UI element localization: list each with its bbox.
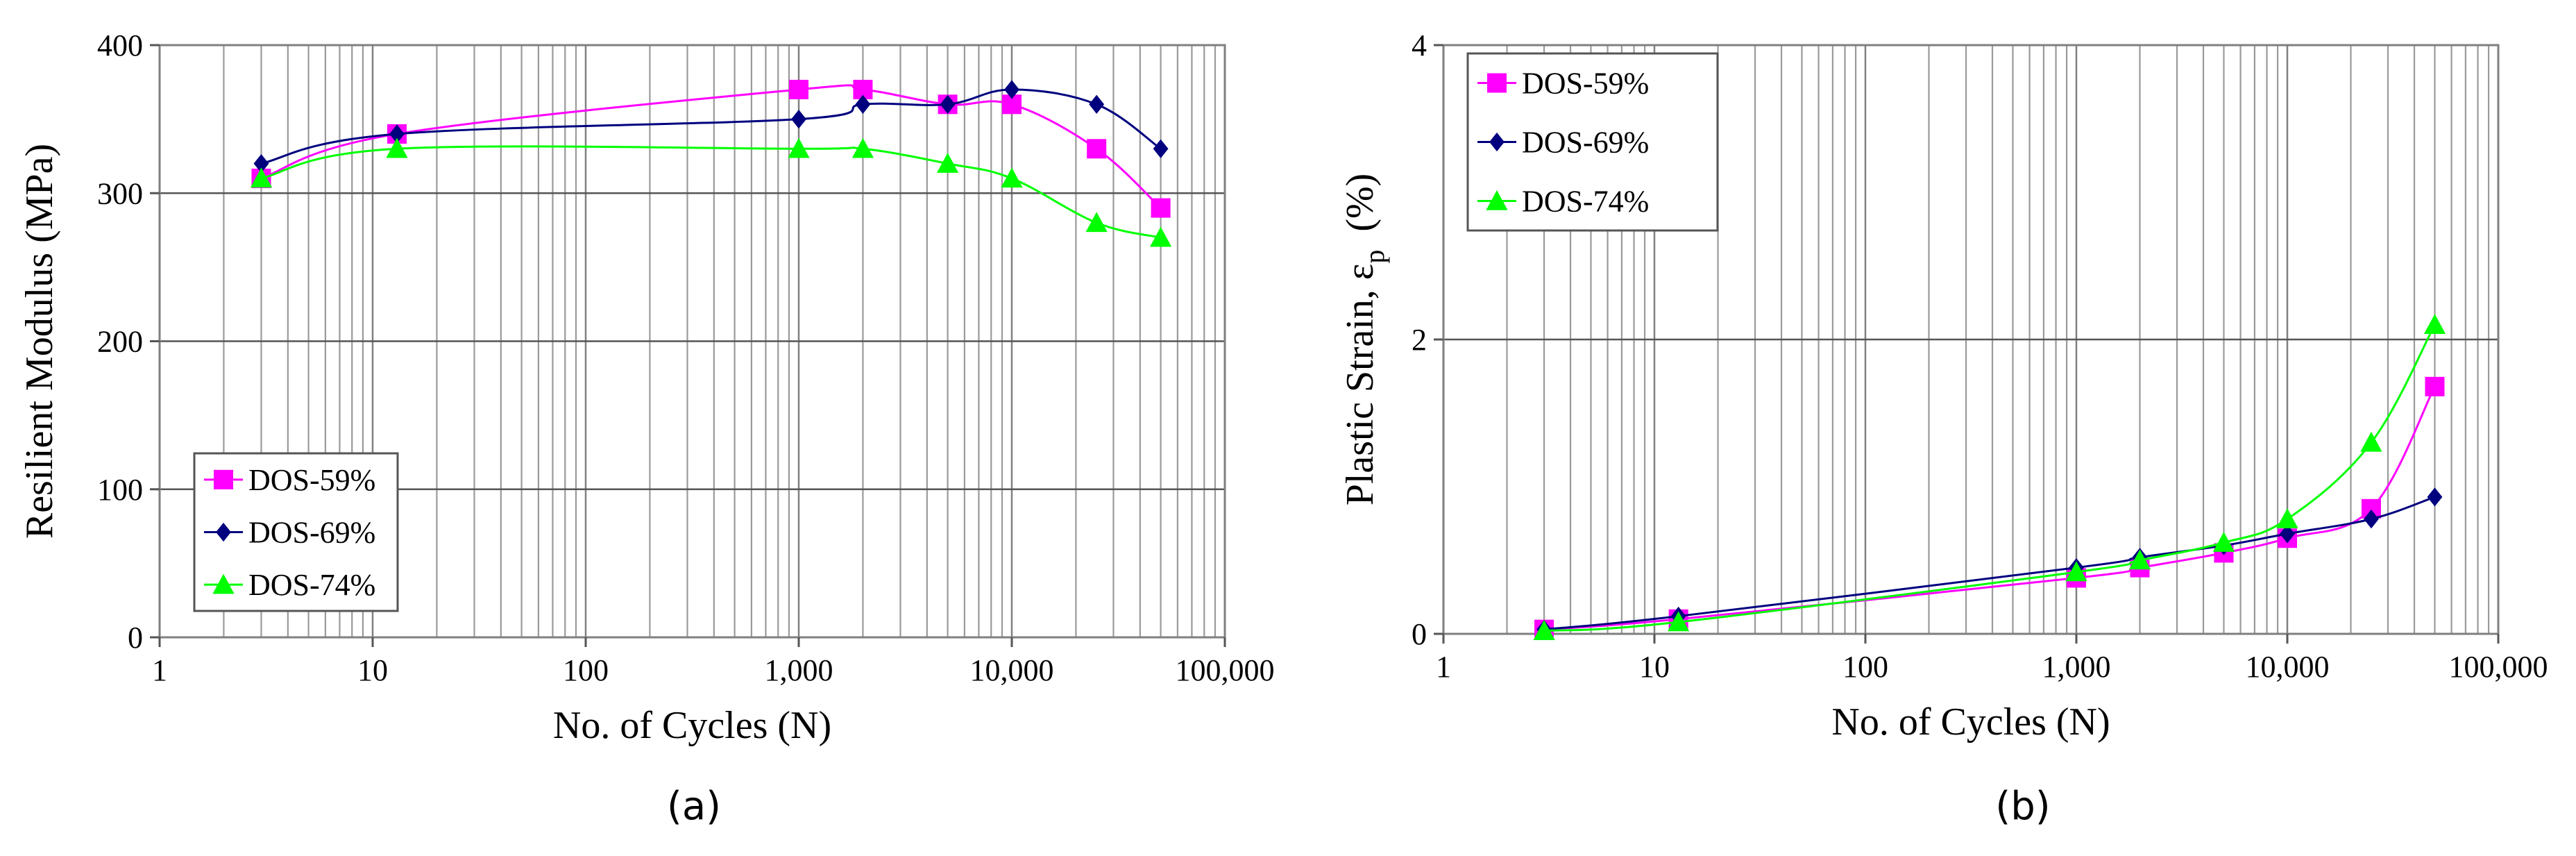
legend-label: DOS-74% <box>1522 185 1649 219</box>
data-point <box>788 137 810 158</box>
data-point <box>940 94 956 114</box>
legend-label: DOS-74% <box>248 568 375 602</box>
x-tick-label: 100,000 <box>1176 653 1275 687</box>
data-point <box>855 94 871 114</box>
panel-label: (a) <box>667 784 721 829</box>
y-axis-label: Plastic Strain, εp(%) <box>1339 174 1390 506</box>
legend-marker <box>1486 190 1508 210</box>
x-tick-label: 1,000 <box>2042 650 2111 684</box>
x-tick-label: 1 <box>1436 650 1451 684</box>
y-tick-label: 0 <box>128 621 143 655</box>
chart-panel-b: 1 10 100 1,000 10,000 100,000 0 2 4 No. of Cycles… <box>1339 28 2548 829</box>
legend-label: DOS-69% <box>248 516 375 550</box>
x-tick-label: 1 <box>152 653 167 687</box>
data-point <box>936 153 959 173</box>
x-tick-label: 10,000 <box>2246 650 2330 684</box>
data-point <box>1087 139 1107 159</box>
series-DOS-74% <box>250 137 1172 247</box>
x-tick-label: 100,000 <box>2449 650 2548 684</box>
data-point <box>1085 212 1108 233</box>
data-point <box>789 79 808 99</box>
legend: DOS-59% DOS-69% DOS-74% <box>193 452 399 612</box>
legend-item: DOS-69% <box>1477 126 1649 160</box>
legend-item: DOS-69% <box>204 516 375 550</box>
data-point <box>1151 198 1171 218</box>
legend-label: DOS-59% <box>248 463 375 497</box>
data-point <box>1668 611 1690 632</box>
x-tick-label: 10 <box>1639 650 1670 684</box>
y-tick-label: 400 <box>97 28 143 62</box>
data-point <box>386 137 408 158</box>
data-point <box>2128 549 2151 570</box>
data-point <box>2065 561 2087 582</box>
y-tick-label: 2 <box>1412 323 1427 357</box>
data-point <box>389 124 405 144</box>
y-tick-label: 4 <box>1412 28 1427 62</box>
x-tick-label: 100 <box>563 653 609 687</box>
legend-label: DOS-59% <box>1522 67 1649 101</box>
legend-item: DOS-74% <box>204 568 375 602</box>
data-point <box>851 137 874 158</box>
legend-marker <box>1487 73 1507 93</box>
x-tick-label: 10 <box>357 653 388 687</box>
x-axis-label: No. of Cycles (N) <box>553 704 831 747</box>
data-point <box>2280 524 2295 544</box>
data-point <box>1004 80 1019 99</box>
x-tick-label: 100 <box>1842 650 1888 684</box>
x-tick-label: 1,000 <box>765 653 833 687</box>
data-point <box>1533 620 1555 641</box>
data-point <box>2423 314 2446 335</box>
y-tick-label: 300 <box>97 176 143 210</box>
data-point <box>2360 431 2382 452</box>
y-tick-label: 100 <box>97 473 143 507</box>
data-point <box>2364 509 2379 529</box>
x-axis-label: No. of Cycles (N) <box>1831 700 2110 744</box>
data-point <box>2425 376 2445 396</box>
legend-label: DOS-69% <box>1522 126 1649 160</box>
series-DOS-74% <box>1533 314 2446 641</box>
y-axis-label: Resilient Modulus (MPa) <box>18 144 61 539</box>
chart-panel-a: 1 10 100 1,000 10,000 100,000 0 100 200 300 400 No.… <box>18 28 1275 829</box>
legend-marker <box>216 522 231 542</box>
legend-item: DOS-59% <box>204 463 375 497</box>
series-line <box>1543 496 2435 631</box>
legend-marker <box>214 469 233 489</box>
legend: DOS-59% DOS-69% DOS-74% <box>1466 52 1719 232</box>
data-point <box>250 167 273 188</box>
series-line <box>261 145 1161 239</box>
y-tick-label: 200 <box>97 325 143 359</box>
data-point <box>2276 508 2298 528</box>
y-tick-label: 0 <box>1412 617 1427 651</box>
legend-marker <box>212 573 235 594</box>
series-line <box>261 88 1162 165</box>
data-point <box>1153 139 1169 158</box>
data-point <box>1001 167 1023 188</box>
data-point <box>1089 94 1105 114</box>
series-DOS-69% <box>253 80 1169 174</box>
data-point <box>791 109 806 129</box>
x-tick-label: 10,000 <box>970 653 1054 687</box>
legend-item: DOS-59% <box>1477 67 1649 101</box>
data-point <box>1149 226 1172 247</box>
data-point <box>2212 531 2235 552</box>
data-point <box>2427 487 2443 507</box>
legend-marker <box>1489 132 1505 152</box>
legend-item: DOS-74% <box>1477 185 1649 219</box>
data-point <box>253 153 269 174</box>
panel-label: (b) <box>1995 784 2050 829</box>
